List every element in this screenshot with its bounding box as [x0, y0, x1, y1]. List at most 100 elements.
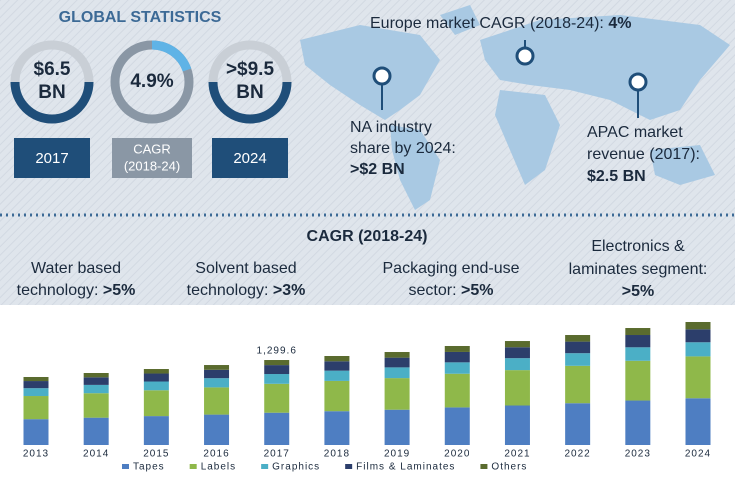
na-line: share by 2024: [350, 140, 456, 157]
apac-line: revenue (2017): [587, 146, 700, 163]
bar-segment [685, 342, 711, 357]
legend-label: Tapes [133, 462, 165, 473]
world-map [300, 5, 730, 210]
section-title: GLOBAL STATISTICS [59, 9, 222, 26]
cagr-value: >3% [273, 282, 305, 299]
cagr-items: Water based technology: >5% Solvent based t… [17, 238, 708, 300]
na-line: NA industry [350, 119, 432, 136]
x-tick-label: 2014 [83, 449, 109, 460]
x-tick-label: 2020 [444, 449, 470, 460]
bar-segment [504, 358, 530, 371]
bar-segment [384, 378, 410, 410]
bar-segment [264, 360, 290, 366]
x-tick-label: 2022 [565, 449, 591, 460]
bar-segment [204, 369, 230, 379]
bar-segment [143, 416, 169, 445]
bar-segment [264, 374, 290, 384]
cagr-line: technology: >3% [187, 282, 306, 299]
bar-segment [565, 365, 591, 404]
europe-note: Europe market CAGR (2018-24): 4% [370, 15, 631, 32]
x-tick-label: 2016 [203, 449, 229, 460]
bar-segment [444, 362, 470, 374]
x-tick-label: 2013 [23, 449, 49, 460]
bar-segment [625, 335, 651, 348]
legend-swatch [261, 464, 269, 469]
legend-swatch [345, 464, 353, 469]
stat-value: BN [236, 82, 263, 103]
bar-segment [143, 373, 169, 382]
bar-segment [264, 412, 290, 445]
bar-segment [444, 345, 470, 352]
bar-segment [685, 329, 711, 343]
stat-value: $6.5 [34, 59, 71, 80]
stat-value: BN [38, 82, 65, 103]
bar-segment [444, 351, 470, 363]
stat-value: 4.9% [130, 71, 173, 92]
cagr-value: >5% [622, 283, 654, 300]
bar-segment [565, 335, 591, 342]
x-tick-label: 2017 [264, 449, 290, 460]
bar-segment [685, 356, 711, 399]
stat-rings [10, 40, 292, 178]
bar-segment [625, 400, 651, 445]
chart: 2013 2014 2015 2016 2017 2018 2019 2020 2021 2022… [23, 322, 711, 473]
stat-label: 2024 [233, 150, 266, 167]
chart-panel [0, 305, 735, 485]
cagr-value: >5% [461, 282, 493, 299]
cagr-line: laminates segment: [569, 261, 708, 278]
cagr-line: Packaging end-use [383, 260, 520, 277]
cagr-text: technology: [17, 282, 103, 299]
legend-swatch [122, 464, 129, 469]
cagr-line: Electronics & [591, 238, 685, 255]
bar-segment [565, 341, 591, 354]
x-tick-label: 2021 [504, 449, 530, 460]
x-tick-label: 2018 [324, 449, 350, 460]
bar-segment [384, 352, 410, 358]
x-tick-label: 2023 [625, 449, 651, 460]
bar-segment [143, 369, 169, 374]
bar-segment [143, 381, 169, 391]
cagr-text: sector: [409, 282, 461, 299]
x-tick-label: 2019 [384, 449, 410, 460]
legend-swatch [189, 464, 197, 469]
bar-segment [504, 405, 530, 445]
legend-label: Films & Laminates [356, 462, 455, 473]
cagr-line: technology: >5% [17, 282, 136, 299]
bar-segment [143, 390, 169, 417]
cagr-line: Solvent based [195, 260, 296, 277]
legend-label: Labels [201, 462, 236, 473]
bar-segment [504, 347, 530, 359]
bar-segment [384, 409, 410, 445]
bar-segment [685, 398, 711, 445]
bar-segment [23, 388, 49, 397]
x-tick-label: 2024 [685, 449, 711, 460]
na-value: >$2 BN [350, 161, 405, 178]
bar-segment [324, 356, 350, 362]
bar-segment [204, 378, 230, 388]
bar-segment [23, 396, 49, 420]
x-tick-label: 2015 [143, 449, 169, 460]
bar-segment [324, 361, 350, 371]
bar-segment [83, 373, 109, 378]
europe-text: Europe market CAGR (2018-24): [370, 15, 608, 32]
bar-segment [504, 370, 530, 406]
stat-label: CAGR [133, 141, 171, 156]
data-label: 1,299.6 [257, 346, 297, 357]
bar-segment [625, 360, 651, 401]
bar-segment [204, 365, 230, 370]
bar-segment [444, 373, 470, 408]
bar-segment [444, 407, 470, 445]
bar-segment [565, 353, 591, 366]
stat-value: >$9.5 [226, 59, 275, 80]
map-pins [372, 40, 648, 118]
legend-label: Graphics [272, 462, 320, 473]
bar-segment [384, 367, 410, 379]
bar-segment [83, 393, 109, 418]
cagr-title: CAGR (2018-24) [307, 228, 428, 245]
stat-label: (2018-24) [124, 158, 180, 173]
bar-segment [324, 380, 350, 412]
cagr-value: >5% [103, 282, 135, 299]
